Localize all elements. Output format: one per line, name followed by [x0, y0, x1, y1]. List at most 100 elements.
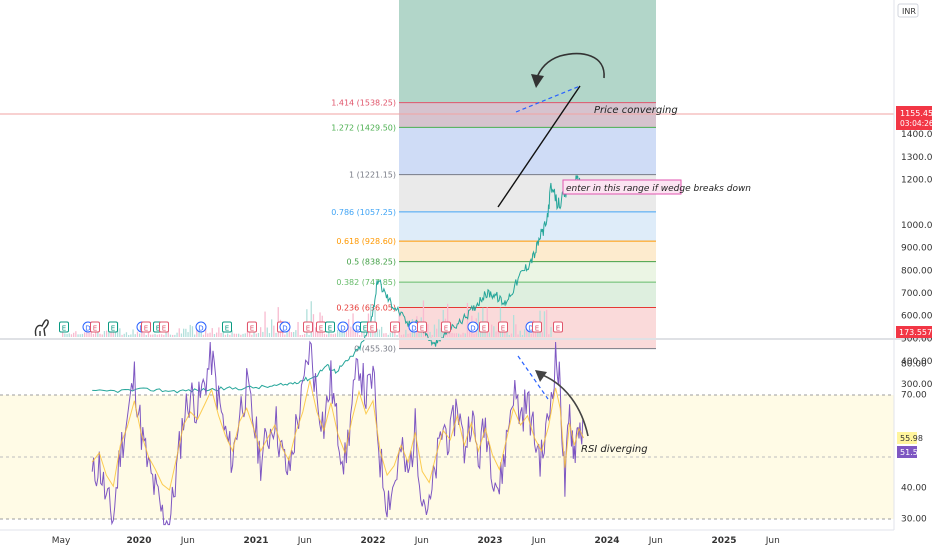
- volume-bar: [66, 334, 68, 337]
- volume-bar: [350, 326, 352, 337]
- volume-bar: [521, 334, 524, 337]
- volume-bar: [196, 329, 198, 337]
- volume-bar: [409, 333, 411, 337]
- rsi-arrow[interactable]: [539, 373, 589, 437]
- volume-bar: [405, 329, 407, 337]
- price-axis[interactable]: 1500.001400.001300.001200.001000.00900.0…: [901, 107, 932, 390]
- volume-bar: [462, 332, 464, 337]
- rsi-axis[interactable]: 80.00 70.00 40.00 30.00: [901, 360, 927, 525]
- volume-bar: [504, 332, 506, 337]
- time-tick-label: 2022: [361, 536, 386, 546]
- annotation-rsi-diverging[interactable]: RSI diverging: [581, 444, 648, 455]
- rsi-divergence-line[interactable]: [517, 355, 549, 400]
- volume-bar: [103, 331, 106, 337]
- curved-arrow[interactable]: [535, 52, 605, 81]
- event-marker-earnings-icon: [441, 321, 451, 333]
- fibonacci-retracement[interactable]: 1.414 (1538.25) 1.272 (1429.50) 1 (1221.15…: [331, 0, 656, 354]
- fib-zone-0_382: [399, 261, 656, 283]
- rsi-arrow-head-icon: [535, 370, 547, 382]
- price-tick-label: 500.00: [901, 334, 932, 344]
- volume-bar: [231, 330, 233, 337]
- price-tick-label: 1000.00: [901, 221, 932, 231]
- volume-bar: [189, 324, 191, 337]
- event-marker-label: E: [156, 325, 160, 333]
- volume-bar: [213, 333, 216, 337]
- volume-bar: [330, 333, 332, 337]
- volume-bar: [301, 334, 304, 337]
- volume-bar: [304, 333, 306, 337]
- annotation-entry-box[interactable]: [562, 179, 682, 195]
- volume-bar: [222, 329, 224, 337]
- volume-bar: [176, 332, 178, 337]
- volume-bar: [200, 329, 202, 337]
- volume-bar: [240, 334, 242, 337]
- volume-bar: [497, 330, 499, 337]
- annotation-price-converging[interactable]: Price converging: [594, 105, 678, 116]
- event-marker-label: E: [420, 325, 424, 333]
- volume-bar: [163, 334, 165, 337]
- event-marker-label: E: [328, 325, 332, 333]
- volume-bar: [433, 324, 436, 337]
- volume-bar: [191, 326, 194, 337]
- volume-bar: [152, 334, 154, 337]
- volume-bar: [464, 333, 466, 337]
- volume-bar: [227, 333, 229, 337]
- wedge-resistance-line[interactable]: [515, 85, 581, 113]
- time-axis[interactable]: May 2020 Jun 2021 Jun 2022 Jun 2023 Jun 2024 Jun 20…: [52, 536, 780, 546]
- annotation-entry-range[interactable]: enter in this range if wedge breaks down: [566, 184, 751, 194]
- event-markers-row[interactable]: EDEEDEEEDEEEDEEEDDEEEDEEDEEDEE: [59, 321, 563, 333]
- event-marker-earnings-icon: [367, 321, 377, 333]
- event-marker-earnings-icon: [390, 321, 400, 333]
- volume-bar: [255, 333, 257, 337]
- volume-bar: [88, 332, 90, 337]
- currency-badge[interactable]: [897, 3, 919, 18]
- volume-bar: [101, 334, 103, 337]
- event-marker-label: D: [85, 325, 90, 333]
- event-marker-dividend-icon: [195, 321, 207, 333]
- time-tick-label: Jun: [297, 536, 312, 546]
- event-marker-earnings-icon: [303, 321, 313, 333]
- volume-bar: [387, 334, 389, 337]
- arrow-head-icon: [531, 74, 544, 88]
- event-marker-label: E: [556, 325, 560, 333]
- volume-bar: [400, 334, 403, 337]
- volume-bar: [343, 330, 345, 337]
- event-marker-earnings-icon: [159, 321, 169, 333]
- event-marker-earnings-icon: [90, 321, 100, 333]
- volume-bar: [119, 328, 121, 337]
- volume-bar: [187, 332, 189, 337]
- price-tick-label: 700.00: [901, 289, 932, 299]
- event-marker-label: E: [482, 325, 486, 333]
- volume-bar: [216, 332, 218, 337]
- volume-bar: [84, 332, 86, 337]
- event-marker-label: E: [144, 325, 148, 333]
- volume-bar: [62, 331, 64, 337]
- rsi-value: 55.98: [900, 434, 923, 443]
- event-marker-label: E: [370, 325, 374, 333]
- volume-bar: [92, 333, 95, 337]
- volume-bar: [134, 334, 136, 337]
- volume-bar: [455, 333, 458, 337]
- volume-bar: [508, 334, 510, 337]
- wedge-support-line[interactable]: [497, 85, 581, 208]
- volume-bar: [418, 333, 420, 337]
- volume-bar: [139, 333, 141, 337]
- volume-bar: [79, 334, 81, 337]
- event-marker-label: E: [319, 325, 323, 333]
- volume-bar: [299, 334, 301, 337]
- volume-bar: [403, 334, 405, 337]
- event-marker-label: E: [535, 325, 539, 333]
- wedge-drawing[interactable]: [497, 52, 605, 208]
- fib-label-0: 0 (455.30): [354, 345, 396, 354]
- volume-bar: [211, 328, 213, 337]
- volume-bar: [220, 332, 222, 337]
- event-marker-earnings-icon: [247, 321, 257, 333]
- rsi-line: [91, 340, 584, 526]
- volume-bar: [106, 330, 108, 337]
- event-marker-dividend-icon: [467, 321, 479, 333]
- volume-bar: [315, 327, 317, 337]
- volume-bar: [70, 334, 73, 337]
- rsi-tick-label: 40.00: [901, 484, 927, 494]
- price-tick-label: 1300.00: [901, 153, 932, 163]
